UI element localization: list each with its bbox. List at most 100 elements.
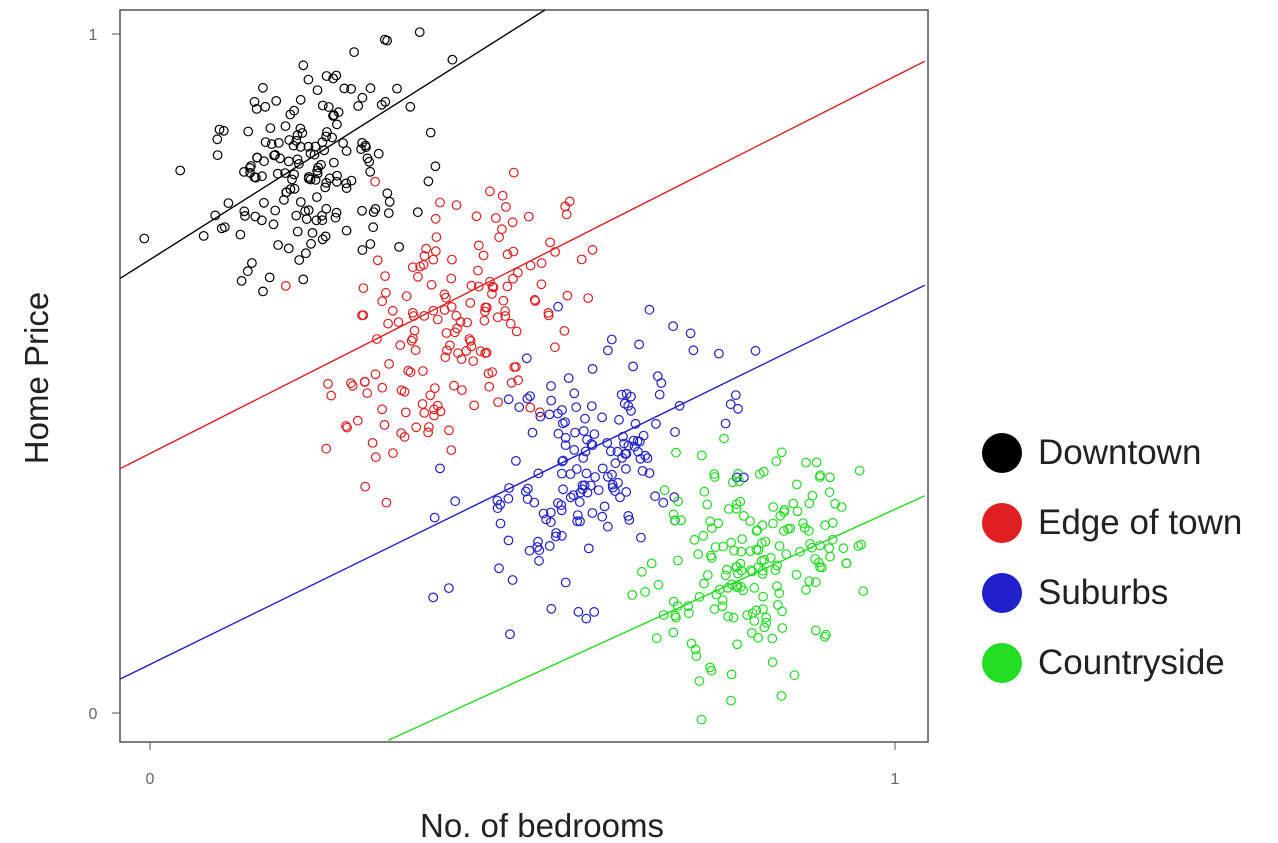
- point-countryside: [750, 617, 759, 626]
- point-downtown: [426, 128, 435, 137]
- point-suburbs: [588, 509, 597, 518]
- point-suburbs: [588, 402, 597, 411]
- point-suburbs: [591, 473, 600, 482]
- point-downtown: [358, 93, 367, 102]
- point-edge-of-town: [382, 289, 391, 298]
- point-downtown: [265, 273, 274, 282]
- point-downtown: [253, 153, 262, 162]
- point-countryside: [825, 488, 834, 497]
- point-suburbs: [547, 382, 556, 391]
- point-edge-of-town: [560, 327, 569, 336]
- point-downtown: [385, 198, 394, 207]
- point-countryside: [647, 559, 656, 568]
- point-edge-of-town: [282, 282, 291, 291]
- point-edge-of-town: [385, 360, 394, 369]
- point-edge-of-town: [411, 346, 420, 355]
- point-countryside: [697, 715, 706, 724]
- point-edge-of-town: [430, 411, 439, 420]
- point-countryside: [733, 640, 742, 649]
- y-axis-title: Home Price: [18, 292, 55, 464]
- point-suburbs: [588, 365, 597, 374]
- point-suburbs: [686, 329, 695, 338]
- point-edge-of-town: [445, 426, 454, 435]
- point-countryside: [660, 486, 669, 495]
- point-suburbs: [572, 403, 581, 412]
- point-suburbs: [445, 584, 454, 593]
- point-edge-of-town: [561, 202, 570, 211]
- point-edge-of-town: [409, 334, 418, 343]
- point-countryside: [700, 579, 709, 588]
- point-downtown: [258, 216, 267, 225]
- point-downtown: [288, 175, 297, 184]
- point-suburbs: [652, 420, 661, 429]
- point-suburbs: [721, 419, 730, 428]
- point-downtown: [385, 209, 394, 218]
- point-suburbs: [734, 405, 743, 414]
- point-countryside: [746, 547, 755, 556]
- point-downtown: [312, 216, 321, 225]
- point-suburbs: [604, 522, 613, 531]
- point-suburbs: [582, 469, 591, 478]
- point-suburbs: [523, 354, 532, 363]
- x-tick-0-label: 0: [146, 771, 155, 788]
- point-downtown: [261, 103, 270, 112]
- point-downtown: [293, 227, 302, 236]
- point-suburbs: [508, 576, 517, 585]
- point-edge-of-town: [526, 403, 535, 412]
- point-downtown: [199, 232, 208, 241]
- point-downtown: [414, 208, 423, 217]
- point-downtown: [308, 229, 317, 238]
- point-edge-of-town: [447, 274, 456, 283]
- point-downtown: [328, 133, 337, 142]
- point-downtown: [236, 230, 245, 239]
- legend-label-suburbs: Suburbs: [1038, 573, 1168, 613]
- point-countryside: [628, 591, 637, 600]
- point-suburbs: [504, 395, 513, 404]
- point-countryside: [700, 487, 709, 496]
- point-edge-of-town: [368, 439, 377, 448]
- point-downtown: [366, 240, 375, 249]
- point-suburbs: [645, 305, 654, 314]
- point-edge-of-town: [410, 326, 419, 335]
- point-countryside: [721, 571, 730, 580]
- point-edge-of-town: [498, 191, 507, 200]
- point-countryside: [703, 500, 712, 509]
- y-tick-0-label: 0: [89, 706, 98, 723]
- point-countryside: [738, 535, 747, 544]
- point-suburbs: [751, 347, 760, 356]
- point-countryside: [718, 596, 727, 605]
- point-suburbs: [547, 396, 556, 405]
- point-edge-of-town: [361, 377, 370, 386]
- point-countryside: [759, 592, 768, 601]
- point-edge-of-town: [551, 343, 560, 352]
- point-downtown: [266, 124, 275, 133]
- point-edge-of-town: [394, 318, 403, 327]
- point-downtown: [297, 198, 306, 207]
- point-countryside: [746, 517, 755, 526]
- legend: Downtown Edge of town Suburbs Countrysid…: [982, 418, 1274, 698]
- point-edge-of-town: [381, 272, 390, 281]
- point-countryside: [694, 550, 703, 559]
- point-countryside: [698, 451, 707, 460]
- point-suburbs: [574, 608, 583, 617]
- point-suburbs: [504, 536, 513, 545]
- point-edge-of-town: [414, 273, 423, 282]
- point-countryside: [769, 503, 778, 512]
- point-suburbs: [576, 498, 585, 507]
- point-downtown: [213, 135, 222, 144]
- point-edge-of-town: [577, 255, 586, 264]
- point-edge-of-town: [588, 246, 597, 255]
- point-countryside: [839, 544, 848, 553]
- point-downtown: [299, 275, 308, 284]
- point-edge-of-town: [372, 453, 381, 462]
- point-downtown: [366, 84, 375, 93]
- point-downtown: [248, 259, 257, 268]
- legend-item-suburbs: Suburbs: [982, 558, 1274, 628]
- point-edge-of-town: [506, 319, 515, 328]
- point-countryside: [769, 519, 778, 528]
- point-suburbs: [585, 544, 594, 553]
- plot-frame: [120, 10, 928, 742]
- point-downtown: [224, 199, 233, 208]
- point-suburbs: [611, 459, 620, 468]
- point-downtown: [342, 147, 351, 156]
